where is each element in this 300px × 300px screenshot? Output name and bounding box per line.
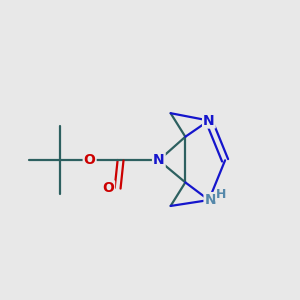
Text: O: O (102, 181, 114, 195)
Text: N: N (205, 193, 216, 207)
Text: O: O (84, 153, 96, 167)
Text: H: H (215, 188, 226, 201)
Text: N: N (203, 114, 215, 128)
Text: N: N (153, 153, 165, 167)
